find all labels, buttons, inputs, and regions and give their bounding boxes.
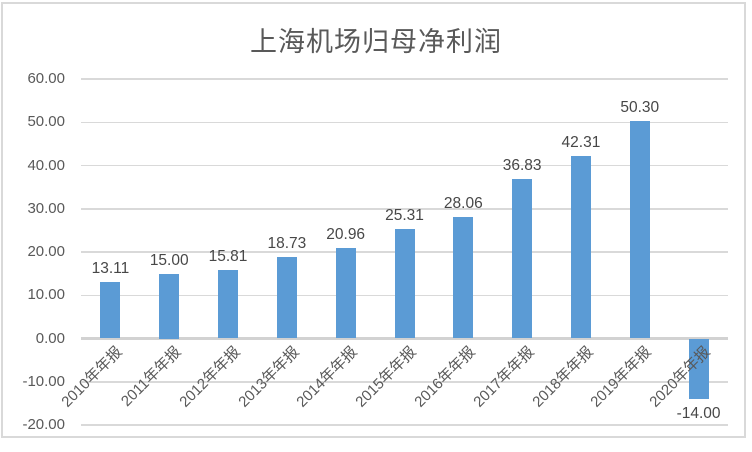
gridline xyxy=(81,78,728,80)
bar xyxy=(394,229,415,339)
bar-value-label: 50.30 xyxy=(620,98,660,116)
x-axis-zero-line xyxy=(81,337,728,340)
bar-value-label: 15.00 xyxy=(149,251,189,269)
bar xyxy=(335,247,356,339)
bar-value-label: 25.31 xyxy=(385,207,424,225)
y-axis-label: 30.00 xyxy=(27,199,65,217)
y-axis-label: 60.00 xyxy=(27,70,65,87)
bar xyxy=(100,281,121,339)
bar-value-label: 13.11 xyxy=(91,259,130,277)
bar-value-label: -14.00 xyxy=(676,405,721,423)
y-axis-label: 20.00 xyxy=(27,243,65,260)
bar xyxy=(688,338,709,400)
bar xyxy=(453,217,474,339)
gridline xyxy=(81,164,728,167)
y-axis-label: 50.00 xyxy=(27,113,65,131)
gridline xyxy=(81,424,728,426)
y-axis-label: 40.00 xyxy=(27,156,65,174)
bar xyxy=(512,179,533,339)
chart-title: 上海机场归母净利润 xyxy=(250,27,502,58)
bar xyxy=(629,120,650,339)
y-axis-label: 10.00 xyxy=(27,286,65,304)
bar-value-label: 15.81 xyxy=(208,248,248,266)
bar-value-label: 42.31 xyxy=(561,133,601,151)
bar-value-label: 20.96 xyxy=(326,225,366,243)
y-axis-label: 0.00 xyxy=(35,329,65,347)
bar xyxy=(159,273,180,339)
bar xyxy=(276,257,297,339)
bar-value-label: 28.06 xyxy=(443,195,483,213)
gridline xyxy=(81,208,728,210)
gridline xyxy=(81,121,728,123)
bar xyxy=(570,155,591,339)
y-axis-label: -10.00 xyxy=(22,372,65,390)
gridline xyxy=(81,381,728,383)
chart-frame xyxy=(1,2,746,438)
bar-value-label: 36.83 xyxy=(502,157,542,175)
y-axis-label: -20.00 xyxy=(22,416,65,433)
bar xyxy=(218,270,239,339)
bar-value-label: 18.73 xyxy=(267,235,307,253)
